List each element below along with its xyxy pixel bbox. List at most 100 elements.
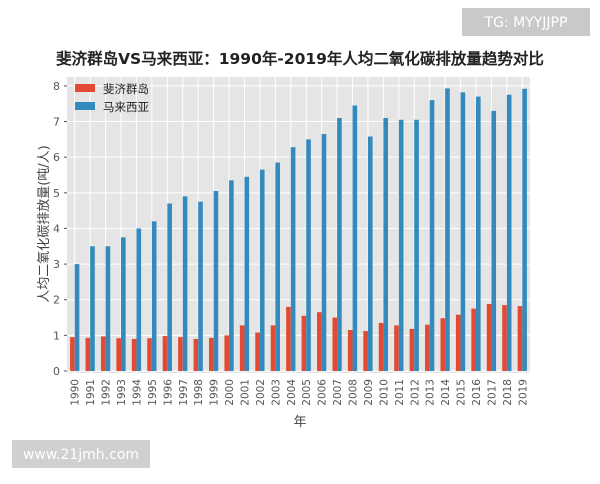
x-tick-label: 2013 — [425, 379, 437, 406]
bar — [491, 110, 497, 371]
bar — [414, 119, 419, 371]
bar — [440, 318, 446, 371]
bar — [337, 117, 342, 372]
bar — [475, 96, 481, 371]
bar — [151, 221, 157, 371]
x-tick-label: 1995 — [147, 379, 159, 406]
bar — [455, 314, 461, 371]
x-tick-label: 2019 — [517, 379, 529, 406]
x-tick-label: 2017 — [486, 379, 498, 406]
bar — [270, 325, 276, 371]
watermark-box — [12, 440, 150, 468]
x-tick-label: 1991 — [85, 379, 97, 406]
x-tick-label: 1994 — [131, 379, 143, 406]
bar — [90, 246, 95, 371]
plot-area — [67, 77, 530, 373]
bar — [229, 180, 234, 371]
bar — [409, 328, 415, 371]
bar — [74, 264, 80, 371]
x-tick-label: 2015 — [456, 379, 468, 406]
x-tick-label: 2016 — [471, 379, 483, 406]
legend-swatch — [75, 84, 95, 92]
bar — [363, 331, 368, 371]
bar — [471, 308, 476, 371]
x-tick-label: 2005 — [301, 379, 313, 406]
bar — [290, 147, 296, 371]
bar — [167, 203, 172, 371]
y-tick-label: 6 — [53, 151, 60, 164]
x-tick-label: 1999 — [209, 379, 221, 406]
x-tick-label: 2007 — [332, 379, 344, 406]
bar — [239, 325, 245, 371]
bar — [193, 338, 199, 371]
x-tick-label: 2018 — [502, 379, 514, 406]
x-tick-label: 1993 — [116, 379, 128, 406]
bar — [162, 336, 168, 371]
bar — [244, 176, 250, 371]
bar — [383, 117, 389, 372]
chart-title: 斐济群岛VS马来西亚：1990年-2019年人均二氧化碳排放量趋势对比 — [56, 49, 544, 68]
y-tick-label: 7 — [53, 116, 60, 129]
y-axis-label: 人均二氧化碳排放量(吨/人) — [37, 145, 52, 303]
x-tick-label: 2012 — [409, 379, 421, 406]
bar — [506, 94, 512, 372]
y-tick-label: 4 — [53, 222, 60, 235]
legend-swatch — [75, 102, 95, 110]
bar — [178, 337, 183, 371]
x-tick-label: 2004 — [286, 379, 298, 406]
bar — [131, 338, 137, 371]
bar — [85, 337, 91, 371]
bar — [116, 338, 122, 371]
bar — [286, 306, 291, 371]
bar — [213, 191, 219, 371]
x-tick-label: 1998 — [193, 379, 205, 406]
bar — [352, 105, 358, 371]
y-tick-label: 5 — [53, 187, 60, 200]
bar — [321, 134, 327, 371]
x-tick-label: 2008 — [348, 379, 360, 406]
x-tick-label: 1990 — [70, 379, 82, 406]
bar — [259, 169, 265, 371]
bar — [317, 312, 322, 371]
bar — [224, 335, 230, 371]
legend-label: 马来西亚 — [103, 100, 149, 114]
y-tick-label: 2 — [53, 294, 60, 307]
x-tick-label: 2010 — [378, 379, 390, 406]
bar — [429, 100, 435, 371]
bar — [100, 336, 106, 371]
bar — [522, 88, 527, 371]
bar — [255, 332, 260, 371]
y-tick-label: 0 — [53, 365, 60, 378]
bar — [121, 237, 126, 371]
bar — [398, 119, 404, 371]
x-tick-label: 2011 — [394, 379, 406, 406]
watermark-box — [462, 8, 590, 36]
bar — [198, 201, 203, 371]
x-tick-label: 2014 — [440, 379, 452, 406]
bar — [460, 92, 466, 371]
x-tick-label: 2003 — [270, 379, 282, 406]
x-tick-label: 1996 — [162, 379, 174, 406]
bar — [275, 162, 280, 371]
bar — [208, 337, 214, 371]
bar — [306, 139, 311, 371]
bar — [367, 136, 373, 371]
x-axis-label: 年 — [293, 415, 306, 430]
bar — [105, 246, 111, 371]
bar — [301, 315, 307, 371]
bar — [425, 324, 430, 371]
bar — [502, 305, 507, 371]
x-tick-label: 2009 — [363, 379, 375, 406]
watermark: TG: MYYJJPP — [484, 15, 568, 31]
watermark: www.21jmh.com — [23, 447, 139, 463]
bar — [70, 337, 75, 371]
bar — [486, 304, 492, 371]
bar — [517, 306, 523, 371]
bar — [182, 196, 188, 371]
x-tick-label: 1997 — [178, 379, 190, 406]
y-tick-label: 8 — [53, 80, 60, 93]
x-tick-label: 2002 — [255, 379, 267, 406]
bar — [347, 330, 353, 371]
x-tick-label: 1992 — [101, 379, 113, 406]
